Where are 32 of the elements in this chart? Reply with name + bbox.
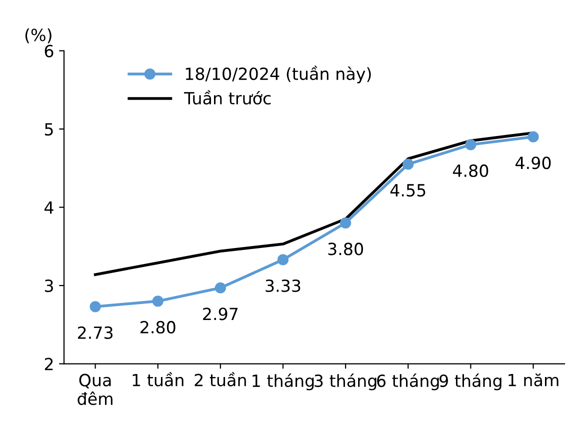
data-label: 4.55: [390, 184, 426, 197]
data-label: 2.97: [203, 308, 238, 320]
point: [528, 131, 539, 142]
point: [90, 301, 101, 312]
point: [465, 139, 476, 150]
data-label: 3.80: [328, 242, 364, 256]
point: [402, 158, 414, 170]
data-label: 4.80: [452, 164, 488, 178]
x-tick-label: Qua đêm: [78, 374, 112, 406]
y-tick-label: 5: [44, 123, 53, 136]
y-tick-label: 2: [44, 358, 53, 370]
data-label: 2.80: [140, 320, 176, 334]
x-tick-label: 9 tháng: [440, 374, 502, 390]
point: [340, 217, 352, 228]
data-label: 4.90: [516, 156, 551, 170]
y-tick-label: 4: [44, 201, 54, 214]
y-axis-title: (%): [25, 28, 52, 44]
x-tick-label: 1 năm: [508, 373, 558, 386]
x-tick-label: 3 tháng: [314, 374, 376, 390]
data-label: 2.73: [78, 326, 113, 339]
point: [214, 282, 226, 294]
legend-label: Tuần trước: [184, 90, 271, 105]
point: [277, 254, 289, 266]
x-tick-label: 1 tuần: [132, 372, 184, 386]
legend-label: 18/10/2024 (tuần này): [186, 66, 371, 84]
y-tick-label: 6: [44, 44, 54, 58]
data-label: 3.33: [266, 279, 300, 292]
x-tick-label: 6 tháng: [377, 374, 439, 390]
x-tick-label: 2 tuần: [194, 372, 246, 386]
point: [152, 296, 164, 307]
y-tick-label: 3: [44, 279, 53, 292]
x-tick-label: 1 tháng: [252, 374, 314, 390]
